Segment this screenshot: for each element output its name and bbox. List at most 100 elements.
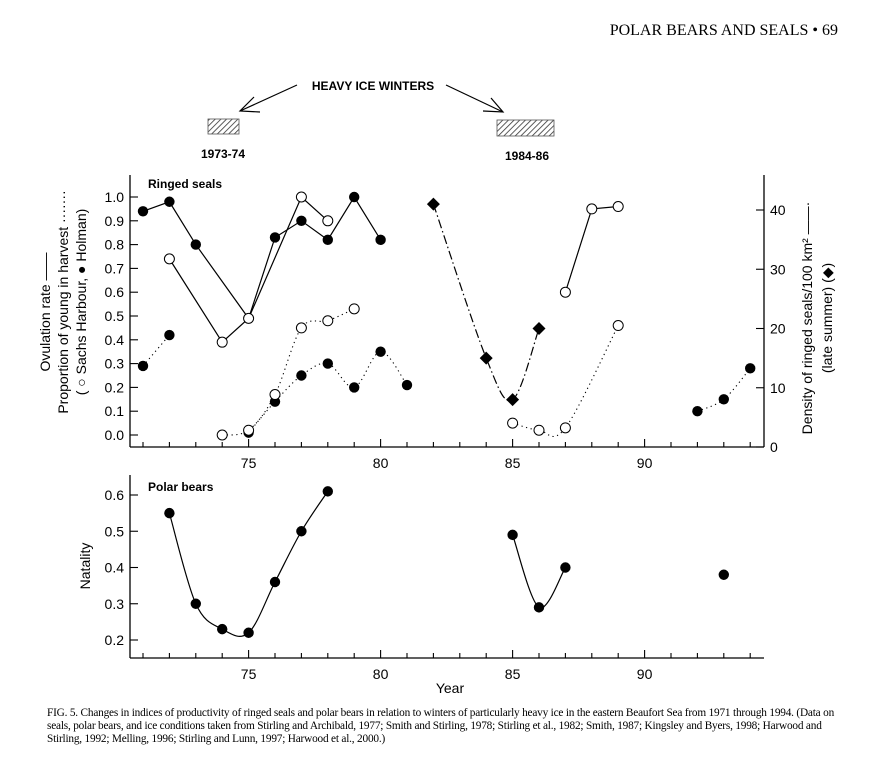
point-ovulation-rate-holman — [269, 232, 281, 243]
y-tick-label: 0.5 — [105, 308, 125, 324]
point-proportion-of-young-in-harvest-holman — [692, 406, 703, 417]
point-proportion-of-young-in-harvest-holman — [745, 363, 756, 374]
point-proportion-of-young-in-harvest-sachs-harbour — [348, 303, 360, 315]
y-tick-label: 0.3 — [105, 356, 125, 372]
point-natality — [190, 598, 201, 609]
series-line-ovulation-rate-holman — [142, 195, 382, 320]
point-proportion-of-young-in-harvest-sachs-harbour — [216, 429, 228, 441]
series-line-natality — [168, 491, 329, 637]
point-proportion-of-young-in-harvest-sachs-harbour — [559, 422, 571, 434]
point-proportion-of-young-in-harvest-sachs-harbour — [295, 322, 307, 334]
point-proportion-of-young-in-harvest-sachs-harbour — [243, 424, 255, 436]
y-tick-label: 0.2 — [105, 632, 125, 648]
series-line-natality — [512, 534, 566, 609]
point-proportion-of-young-in-harvest-sachs-harbour — [507, 417, 519, 429]
series-line-proportion-of-young-in-harvest-holman — [697, 368, 751, 412]
y-tick-label: 0.4 — [105, 560, 125, 576]
y-tick-label: 0.3 — [105, 596, 125, 612]
point-ovulation-rate-sachs-harbour — [586, 203, 598, 215]
y-tick-label: 0.5 — [105, 523, 125, 539]
point-ovulation-rate-sachs-harbour — [295, 191, 307, 203]
y2-tick-label: 30 — [770, 261, 786, 277]
y-tick-label: 0.6 — [105, 487, 125, 503]
point-proportion-of-young-in-harvest-holman — [296, 370, 307, 381]
x-tick-label: 80 — [373, 666, 389, 682]
y-axis-label-line-1: Ovulation rate —— — [37, 252, 53, 371]
point-density-of-ringed-seals-100-km-late-summer — [479, 351, 493, 365]
series-line-proportion-of-young-in-harvest-sachs-harbour — [512, 325, 619, 438]
point-proportion-of-young-in-harvest-holman — [375, 346, 386, 357]
y-tick-label: 0.1 — [105, 403, 125, 419]
point-proportion-of-young-in-harvest-sachs-harbour — [269, 389, 281, 401]
heavy-ice-annotation: HEAVY ICE WINTERS 1973-74 1984-86 — [201, 79, 555, 163]
point-natality — [269, 576, 281, 588]
point-ovulation-rate-holman — [164, 196, 175, 207]
chart-title: Polar bears — [148, 480, 214, 494]
x-tick-label: 75 — [241, 666, 257, 682]
y2-tick-label: 10 — [770, 380, 786, 396]
y-tick-label: 0.0 — [105, 427, 125, 443]
point-natality — [560, 562, 571, 573]
y-tick-label: 0.2 — [105, 379, 125, 395]
point-ovulation-rate-sachs-harbour — [216, 336, 228, 348]
point-natality — [296, 526, 307, 537]
heavy-ice-label: HEAVY ICE WINTERS — [312, 79, 434, 93]
y-tick-label: 0.8 — [105, 237, 125, 253]
x-tick-label: 90 — [637, 666, 653, 682]
page-header: POLAR BEARS AND SEALS • 69 — [609, 22, 838, 39]
point-natality — [164, 507, 175, 519]
period-box-1984-86 — [496, 119, 555, 137]
arrow-right-icon — [445, 84, 505, 113]
point-ovulation-rate-holman — [349, 191, 360, 203]
point-proportion-of-young-in-harvest-holman — [137, 360, 149, 372]
period-box-1973-74 — [207, 118, 240, 135]
point-ovulation-rate-sachs-harbour — [612, 201, 624, 213]
point-proportion-of-young-in-harvest-sachs-harbour — [612, 320, 624, 332]
x-tick-label: 80 — [373, 455, 389, 471]
y-tick-label: 0.7 — [105, 260, 125, 276]
x-tick-label: 85 — [505, 455, 521, 471]
chart-title: Ringed seals — [148, 177, 222, 191]
y2-axis-label-line-2: (late summer) (◆) — [819, 263, 835, 373]
series-line-proportion-of-young-in-harvest-holman — [142, 334, 170, 367]
y-tick-label: 0.4 — [105, 332, 125, 348]
point-proportion-of-young-in-harvest-holman — [718, 394, 729, 405]
point-ovulation-rate-sachs-harbour — [322, 215, 334, 227]
point-ovulation-rate-holman — [296, 215, 307, 226]
y-tick-label: 1.0 — [105, 189, 125, 205]
point-natality — [217, 623, 228, 635]
series-line-ovulation-rate-sachs-harbour — [564, 205, 619, 293]
y2-tick-label: 20 — [770, 321, 786, 337]
point-ovulation-rate-holman — [375, 234, 386, 246]
figure: HEAVY ICE WINTERS 1973-74 1984-86 Ringed… — [37, 79, 835, 696]
point-ovulation-rate-sachs-harbour — [559, 286, 571, 298]
ringed-seals-chart: Ringed seals 0.0 0.1 0.2 0.3 0.4 0.5 0.6 0.7 0.8… — [37, 175, 835, 471]
point-ovulation-rate-holman — [190, 239, 201, 250]
point-density-of-ringed-seals-100-km-late-summer — [532, 322, 546, 335]
point-ovulation-rate-sachs-harbour — [163, 253, 175, 265]
point-proportion-of-young-in-harvest-holman — [322, 358, 333, 369]
x-tick-label: 75 — [241, 455, 257, 471]
point-natality — [243, 627, 254, 638]
point-proportion-of-young-in-harvest-sachs-harbour — [322, 315, 334, 327]
point-density-of-ringed-seals-100-km-late-summer — [426, 197, 440, 211]
point-density-of-ringed-seals-100-km-late-summer — [506, 393, 520, 407]
y-axis-label-line-3: ( ○ Sachs Harbour, ● Holman) — [73, 209, 89, 396]
figure-caption: FIG. 5. Changes in indices of productivi… — [47, 707, 835, 745]
y2-tick-label: 0 — [770, 439, 778, 455]
y-axis-label-line-2: Proportion of young in harvest ······· — [55, 190, 71, 413]
point-proportion-of-young-in-harvest-holman — [349, 382, 360, 393]
x-tick-label: 85 — [505, 666, 521, 682]
arrow-left-icon — [238, 84, 298, 113]
period-label: 1984-86 — [505, 149, 549, 163]
period-label: 1973-74 — [201, 147, 245, 161]
point-natality — [507, 529, 518, 541]
y-tick-label: 0.6 — [105, 284, 125, 300]
point-ovulation-rate-holman — [137, 206, 149, 217]
point-natality — [322, 486, 333, 497]
y-axis-label: Natality — [77, 543, 93, 590]
point-natality — [718, 569, 729, 580]
x-tick-label: 90 — [637, 455, 653, 471]
point-proportion-of-young-in-harvest-sachs-harbour — [533, 424, 545, 436]
point-proportion-of-young-in-harvest-holman — [401, 379, 413, 391]
